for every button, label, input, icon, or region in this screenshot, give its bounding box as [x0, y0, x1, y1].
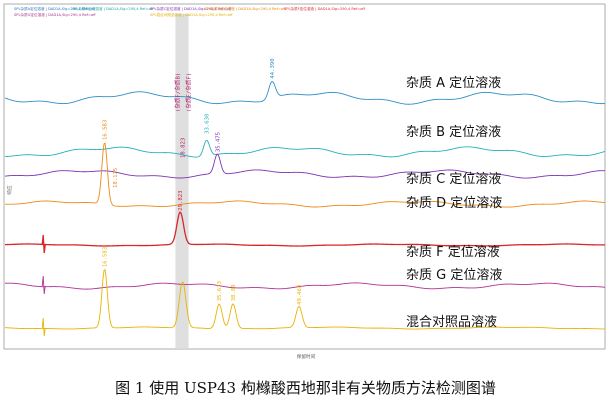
main-peak-band [175, 14, 189, 349]
trace-name: 杂质 A 定位溶液 [406, 76, 501, 91]
trace-name: 杂质 C 定位溶液 [406, 172, 501, 187]
peak-label: 29.823 [178, 191, 184, 211]
trace-line [4, 268, 606, 337]
trace-name: 杂质 B 定位溶液 [406, 125, 501, 140]
trace-line [4, 80, 606, 105]
peak-label: 38.89 [231, 284, 237, 301]
trace-line [4, 211, 605, 254]
legend-entry: SPL混合对照品溶液 | DAD1A,Sig=290,4 Ref=off [150, 12, 233, 17]
extra-peak-label: (杂质E/杂质F) [184, 73, 192, 112]
trace-name: 杂质 F 定位溶液 [406, 245, 500, 260]
legend: SPL杂质A定位溶液 | DAD1A,Sig=290,4 Ref=offSPL杂… [14, 6, 365, 17]
peak-label: 16.583 [103, 247, 109, 267]
extra-peak-label: 18.823 [180, 138, 186, 158]
peak-label: 33.630 [205, 114, 211, 134]
trace-line [4, 153, 606, 179]
x-axis-label: 保留时间 [297, 353, 316, 360]
trace-line [5, 142, 606, 208]
trace-line [4, 275, 606, 295]
legend-entry: SPL杂质A定位溶液 | DAD1A,Sig=290,4 Ref=off [14, 6, 96, 11]
peak-label: 44.390 [270, 58, 276, 78]
extra-peak-label: 18.175 [113, 168, 119, 188]
trace-line [5, 139, 606, 158]
plot-frame [3, 3, 606, 350]
peak-label: 16.583 [103, 120, 109, 140]
legend-entry: SPL杂质G定位溶液 | DAD1A,Sig=290,4 Ref=off [14, 12, 96, 17]
peak-label: 35.475 [215, 132, 221, 152]
trace-name: 杂质 G 定位溶液 [406, 268, 502, 283]
trace-name: 混合对照品溶液 [406, 315, 497, 330]
trace-name: 杂质 D 定位溶液 [406, 196, 502, 211]
legend-entry: SPL杂质D定位溶液 | DAD1A,Sig=290,4 Ref=off [204, 6, 286, 11]
y-axis-label: 响应 [6, 185, 13, 195]
chromatogram-chart: SPL杂质A定位溶液 | DAD1A,Sig=290,4 Ref=offSPL杂… [3, 3, 606, 360]
extra-peak-label: (杂质F/杂质B) [174, 73, 182, 112]
legend-entry: SPL杂质B定位溶液 | DAD1A,Sig=290,4 Ref=off [72, 6, 154, 11]
peak-labels: 44.390 33.630 35.475 16.583 29.823 16.583 35.6… [103, 58, 303, 304]
peak-label: 49.468 [297, 284, 303, 305]
figure-caption: 图 1 使用 USP43 枸橼酸西地那非有关物质方法检测图谱 [115, 379, 496, 397]
traces [4, 80, 606, 337]
peak-label: 35.633 [217, 281, 223, 301]
legend-entry: SPL杂质F定位溶液 | DAD1A,Sig=290,4 Ref=off [284, 6, 365, 11]
extra-peak-labels: 18.175 18.823 (杂质F/杂质B) (杂质E/杂质F) [113, 73, 192, 188]
legend-entry: SPL杂质C定位溶液 | DAD1A,Sig=290,4 Ref=off [150, 6, 232, 11]
